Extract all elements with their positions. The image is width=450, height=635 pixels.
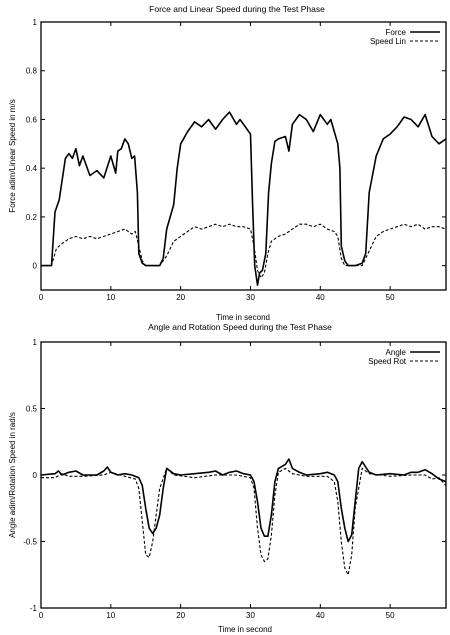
chart-title: Angle and Rotation Speed during the Test… xyxy=(148,322,332,332)
x-tick-label: 50 xyxy=(386,611,395,620)
plot-frame xyxy=(40,21,447,291)
x-tick-label: 20 xyxy=(176,293,185,302)
x-tick-label: 40 xyxy=(316,611,325,620)
y-tick-label: -0.5 xyxy=(23,538,37,547)
x-tick-label: 10 xyxy=(106,293,115,302)
x-tick-label: 40 xyxy=(316,293,325,302)
x-tick-label: 30 xyxy=(246,293,255,302)
axis-ticks: 0 10 20 30 40 50 -1 -0.5 0 0.5 1 xyxy=(23,338,446,620)
x-tick-label: 0 xyxy=(39,293,44,302)
y-tick-label: 0.4 xyxy=(26,164,38,173)
series-group xyxy=(40,458,447,577)
y-tick-label: 1 xyxy=(33,18,38,27)
y-axis-label: Force adim/Linear Speed in m/s xyxy=(8,99,17,212)
x-tick-label: 30 xyxy=(246,611,255,620)
series-group xyxy=(41,111,447,286)
y-tick-label: 0.2 xyxy=(26,213,38,222)
legend-label-angle: Angle xyxy=(386,348,407,357)
plot-frame xyxy=(40,341,447,609)
x-axis-label: Time in second xyxy=(216,313,270,322)
y-tick-label: 0.6 xyxy=(26,115,38,124)
y-tick-label: 0 xyxy=(33,262,38,271)
axis-ticks: 0 10 20 30 40 50 0 0.2 0.4 0.6 0.8 1 xyxy=(26,18,446,302)
y-axis-label: Angle adim/Rotation Speed in rad/s xyxy=(8,412,17,538)
y-tick-label: 0.8 xyxy=(26,67,38,76)
y-tick-label: -1 xyxy=(30,604,38,613)
series-line-angle xyxy=(40,458,447,543)
x-axis-label: Time in second xyxy=(218,625,272,634)
x-tick-label: 10 xyxy=(106,611,115,620)
legend: Angle Speed Rot xyxy=(368,348,440,366)
series-line-speed-lin xyxy=(41,223,447,279)
legend-label-force: Force xyxy=(386,28,407,37)
legend-label-speed-rot: Speed Rot xyxy=(368,357,407,366)
legend: Force Speed Lin xyxy=(370,28,440,46)
series-line-speed-rot xyxy=(41,467,447,577)
y-tick-label: 0 xyxy=(33,471,38,480)
angle-rotation-speed-chart: Angle and Rotation Speed during the Test… xyxy=(8,322,447,634)
x-tick-label: 50 xyxy=(386,293,395,302)
x-tick-label: 0 xyxy=(39,611,44,620)
y-tick-label: 0.5 xyxy=(26,405,38,414)
series-line-force xyxy=(41,111,447,286)
y-tick-label: 1 xyxy=(33,338,38,347)
x-tick-label: 20 xyxy=(176,611,185,620)
force-linear-speed-chart: Force and Linear Speed during the Test P… xyxy=(8,4,447,322)
legend-label-speed-lin: Speed Lin xyxy=(370,37,406,46)
chart-title: Force and Linear Speed during the Test P… xyxy=(149,4,325,14)
